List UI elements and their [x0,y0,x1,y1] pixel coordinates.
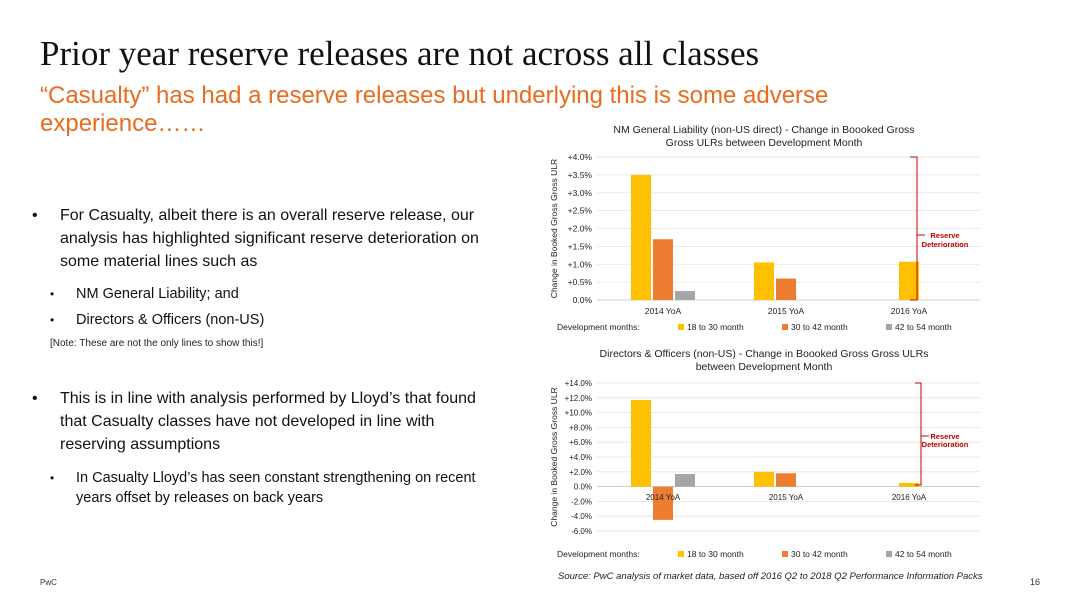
y-tick-label: +6.0% [569,438,592,447]
y-tick-label: +2.0% [569,468,592,477]
y-axis-label: Change in Booked Gross Gross ULR [549,387,559,526]
y-tick-label: -2.0% [571,497,592,506]
bar-18-to-30-month [631,400,651,487]
x-tick-label: 2016 YoA [892,493,927,502]
legend-entry: 18 to 30 month [687,549,744,559]
y-tick-label: +10.0% [565,409,592,418]
source-note: Source: PwC analysis of market data, bas… [558,571,983,582]
y-tick-label: 0.0% [574,483,592,492]
x-tick-label: 2014 YoA [646,493,681,502]
reserve-annotation: Deterioration [922,440,969,449]
footer-brand: PwC [40,578,57,587]
legend-entry: 30 to 42 month [791,549,848,559]
legend-swatch [678,551,684,557]
y-tick-label: -4.0% [571,512,592,521]
legend-swatch [886,551,892,557]
bar-42-to-54-month [675,474,695,487]
bar-30-to-42-month [653,487,673,520]
chart-title: Directors & Officers (non-US) - Change i… [600,348,929,360]
y-tick-label: +12.0% [565,394,592,403]
bar-18-to-30-month [754,472,774,487]
bar-30-to-42-month [776,473,796,486]
legend-title: Development months: [557,549,640,559]
y-tick-label: +8.0% [569,423,592,432]
page-number: 16 [1030,577,1040,587]
reserve-bracket [915,383,921,485]
y-tick-label: +14.0% [565,379,592,388]
y-tick-label: +4.0% [569,453,592,462]
legend-entry: 42 to 54 month [895,549,952,559]
x-tick-label: 2015 YoA [769,493,804,502]
chart-title: between Development Month [696,361,833,373]
legend-swatch [782,551,788,557]
y-tick-label: -6.0% [571,527,592,536]
